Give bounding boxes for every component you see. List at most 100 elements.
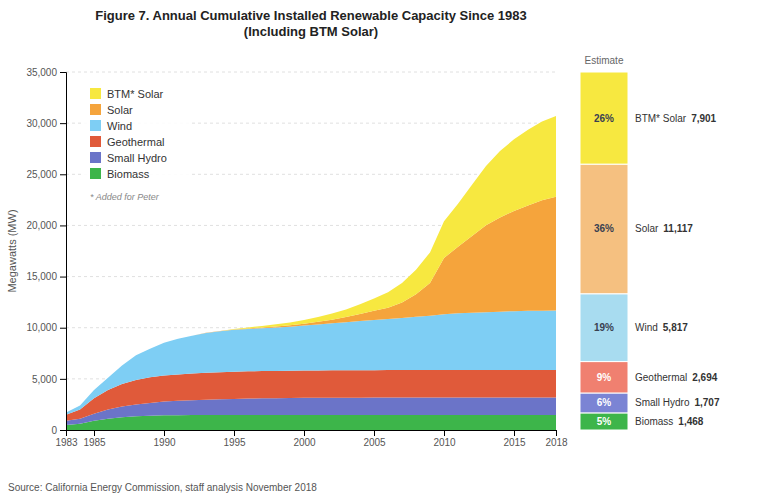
title-line: Figure 7. Annual Cumulative Installed Re… xyxy=(95,8,527,23)
tick-mark xyxy=(556,430,557,436)
title-line: (Including BTM Solar) xyxy=(244,24,378,39)
segment-name: Geothermal xyxy=(635,372,687,383)
tick-label: 20,000 xyxy=(26,220,57,231)
legend-item: BTM* Solar xyxy=(90,88,164,100)
tick-label: 2010 xyxy=(433,437,456,448)
tick: 2005 xyxy=(363,430,386,448)
legend-swatch xyxy=(90,88,101,99)
axis: 05,00010,00015,00020,00025,00030,00035,0… xyxy=(26,67,66,436)
tick: 15,000 xyxy=(26,271,66,282)
tick: 1995 xyxy=(223,430,246,448)
tick: 1990 xyxy=(153,430,176,448)
legend-swatch xyxy=(90,152,101,163)
segment-label: Geothermal 2,694 xyxy=(635,372,718,383)
grid xyxy=(66,72,556,430)
legend-label: Biomass xyxy=(107,168,150,180)
bar-segment xyxy=(580,362,628,393)
legend-label: BTM* Solar xyxy=(107,88,164,100)
tick: 2015 xyxy=(503,430,526,448)
segment-name: BTM* Solar xyxy=(635,113,687,124)
share-label: 9% xyxy=(597,372,612,383)
tick-label: 15,000 xyxy=(26,271,57,282)
legend-label: Wind xyxy=(107,120,132,132)
legend-swatch xyxy=(90,168,101,179)
share-label: 6% xyxy=(597,397,612,408)
data-label: 5,817 xyxy=(663,322,688,333)
axis-line xyxy=(67,431,557,437)
tick-mark xyxy=(514,430,515,436)
axis-title: Megawatts (MW) xyxy=(6,209,18,292)
title: Figure 7. Annual Cumulative Installed Re… xyxy=(95,8,527,39)
tick: 1983 xyxy=(55,430,78,448)
legend-item: Biomass xyxy=(90,168,150,180)
segment-label: Solar11,117 xyxy=(635,223,693,234)
segment-name: Solar xyxy=(635,223,659,234)
axis: 1983 1985 1990 1995 2000 2005 2010 2015 2018 xyxy=(55,430,568,448)
tick-mark xyxy=(60,72,66,73)
legend-label: Solar xyxy=(107,104,133,116)
bar-segment xyxy=(580,393,628,413)
tick: 2000 xyxy=(293,430,316,448)
segment-label: Wind5,817 xyxy=(635,322,688,333)
tick-label: 5,000 xyxy=(32,374,57,385)
segment-label: BTM* Solar 7,901 xyxy=(635,113,717,124)
tick: 1985 xyxy=(83,430,106,448)
tick-mark xyxy=(164,430,165,436)
legend-item: Wind xyxy=(90,120,132,132)
bars xyxy=(580,72,628,430)
tick-label: 1985 xyxy=(83,437,106,448)
share-label: 36% xyxy=(594,223,614,234)
bar-segment xyxy=(580,413,628,430)
legend-item: Small Hydro xyxy=(90,152,167,164)
tick: 5,000 xyxy=(32,374,66,385)
data-label: 7,901 xyxy=(691,113,716,124)
segment-label: Biomass 1,468 xyxy=(635,416,704,427)
tick-mark xyxy=(94,430,95,436)
area xyxy=(66,197,556,413)
legend-label: Geothermal xyxy=(107,136,164,148)
tick-label: 1995 xyxy=(223,437,246,448)
bar-segment xyxy=(580,72,628,164)
tick-label: 2018 xyxy=(545,437,568,448)
tick: 25,000 xyxy=(26,169,66,180)
legend: BTM* Solar Solar Wind Geothermal Small Hydro… xyxy=(82,82,192,188)
area xyxy=(66,116,556,413)
grid-line xyxy=(66,72,556,73)
tick-label: 1990 xyxy=(153,437,176,448)
tick: 10,000 xyxy=(26,322,66,333)
areas xyxy=(66,116,556,430)
legend-label: Small Hydro xyxy=(107,152,167,164)
tick-mark xyxy=(234,430,235,436)
tick-label: 35,000 xyxy=(26,67,57,78)
tick: 2010 xyxy=(433,430,456,448)
chart: Figure 7. Annual Cumulative Installed Re… xyxy=(0,0,781,499)
data-label: 2,694 xyxy=(692,372,717,383)
bar-labels: 5%Biomass1,4686%Small Hydro1,7079%Geothe… xyxy=(594,113,720,427)
legend-item: Geothermal xyxy=(90,136,164,148)
tick-label: 2015 xyxy=(503,437,526,448)
tick: 2018 xyxy=(545,430,568,448)
legend-swatch xyxy=(90,104,101,115)
tick: 0 xyxy=(51,425,66,436)
segment-name: Biomass xyxy=(635,416,673,427)
tick-mark xyxy=(304,430,305,436)
segment-label: Small Hydro1,707 xyxy=(635,397,720,408)
tick-label: 2005 xyxy=(363,437,386,448)
area xyxy=(66,310,556,414)
bar-segment xyxy=(580,294,628,362)
tick-mark xyxy=(60,123,66,124)
annotation: * Added for Peter xyxy=(90,192,160,202)
tick-label: 2000 xyxy=(293,437,316,448)
tick: 35,000 xyxy=(26,67,66,78)
share-label: 19% xyxy=(594,322,614,333)
tick-mark xyxy=(60,174,66,175)
tick-mark xyxy=(60,379,66,380)
data-label: 1,468 xyxy=(678,416,703,427)
tick-label: 0 xyxy=(51,425,57,436)
tick-label: 10,000 xyxy=(26,322,57,333)
tick: 20,000 xyxy=(26,220,66,231)
area xyxy=(66,415,556,430)
tick-mark xyxy=(374,430,375,436)
subchart-title: Estimate xyxy=(585,55,624,66)
segment-name: Small Hydro xyxy=(635,397,690,408)
